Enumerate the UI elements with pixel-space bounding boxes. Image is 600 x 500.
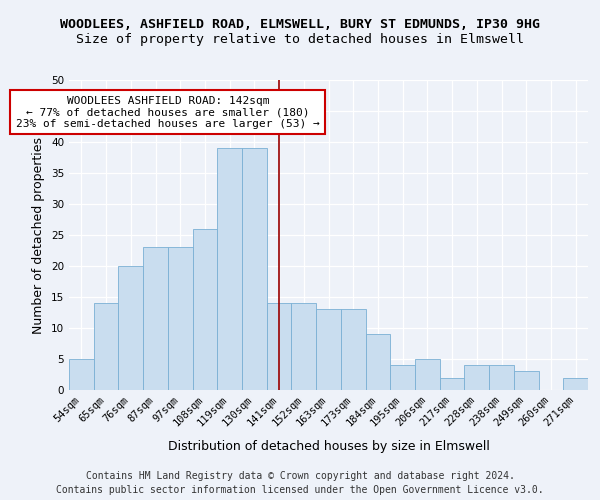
Text: WOODLEES, ASHFIELD ROAD, ELMSWELL, BURY ST EDMUNDS, IP30 9HG: WOODLEES, ASHFIELD ROAD, ELMSWELL, BURY … <box>60 18 540 30</box>
Bar <box>440 378 464 390</box>
Text: Contains public sector information licensed under the Open Government Licence v3: Contains public sector information licen… <box>56 485 544 495</box>
Text: WOODLEES ASHFIELD ROAD: 142sqm
← 77% of detached houses are smaller (180)
23% of: WOODLEES ASHFIELD ROAD: 142sqm ← 77% of … <box>16 96 320 128</box>
Bar <box>341 310 365 390</box>
Bar <box>69 359 94 390</box>
Bar <box>415 359 440 390</box>
Bar <box>316 310 341 390</box>
Bar <box>217 148 242 390</box>
Text: Contains HM Land Registry data © Crown copyright and database right 2024.: Contains HM Land Registry data © Crown c… <box>86 471 514 481</box>
Bar <box>292 303 316 390</box>
Bar <box>94 303 118 390</box>
Bar <box>168 248 193 390</box>
Bar <box>365 334 390 390</box>
X-axis label: Distribution of detached houses by size in Elmswell: Distribution of detached houses by size … <box>167 440 490 452</box>
Text: Size of property relative to detached houses in Elmswell: Size of property relative to detached ho… <box>76 32 524 46</box>
Bar <box>118 266 143 390</box>
Bar <box>143 248 168 390</box>
Bar <box>563 378 588 390</box>
Bar <box>514 372 539 390</box>
Bar <box>242 148 267 390</box>
Y-axis label: Number of detached properties: Number of detached properties <box>32 136 46 334</box>
Bar <box>464 365 489 390</box>
Bar <box>390 365 415 390</box>
Bar <box>489 365 514 390</box>
Bar <box>267 303 292 390</box>
Bar <box>193 229 217 390</box>
